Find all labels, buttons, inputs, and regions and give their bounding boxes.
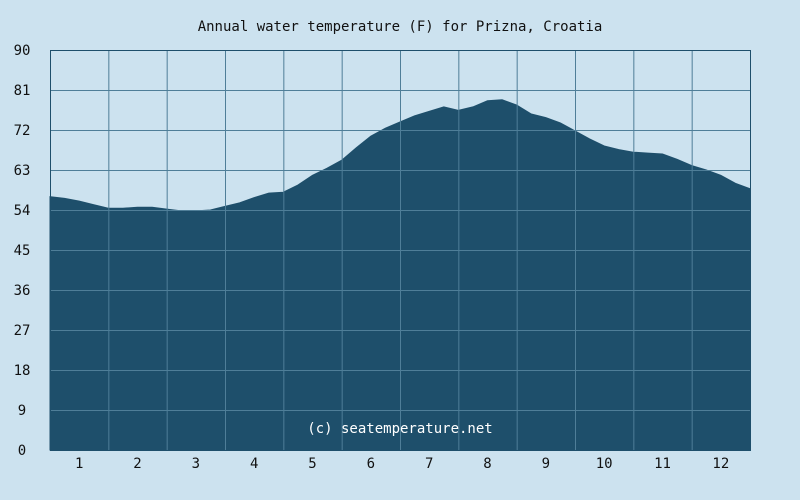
x-tick-label: 12 [712,456,729,472]
plot-border [50,50,751,451]
watermark-label: (c) seatemperature.net [307,421,492,437]
y-tick-label: 18 [14,363,31,379]
y-tick-label: 90 [14,43,31,59]
y-tick-label: 54 [14,203,31,219]
x-tick-label: 3 [192,456,200,472]
x-tick-label: 1 [75,456,83,472]
y-tick-label: 9 [18,403,26,419]
x-tick-label: 6 [367,456,375,472]
y-tick-label: 0 [18,443,26,459]
y-tick-label: 63 [14,163,31,179]
x-tick-label: 7 [425,456,433,472]
y-tick-label: 27 [14,323,31,339]
x-tick-label: 2 [133,456,141,472]
x-tick-label: 4 [250,456,258,472]
x-tick-label: 11 [654,456,671,472]
x-tick-label: 9 [542,456,550,472]
y-tick-label: 81 [14,83,31,99]
x-tick-label: 8 [483,456,491,472]
x-tick-label: 10 [596,456,613,472]
y-tick-label: 45 [14,243,31,259]
chart-title: Annual water temperature (F) for Prizna,… [197,19,603,35]
y-axis-ticks: 0 9 18 27 36 45 54 63 72 81 90 [14,43,31,459]
y-tick-label: 36 [14,283,31,299]
grid-layer [50,50,751,451]
x-tick-label: 5 [308,456,316,472]
y-tick-label: 72 [14,123,31,139]
x-axis-ticks: 1 2 3 4 5 6 7 8 9 10 11 12 [75,456,729,472]
